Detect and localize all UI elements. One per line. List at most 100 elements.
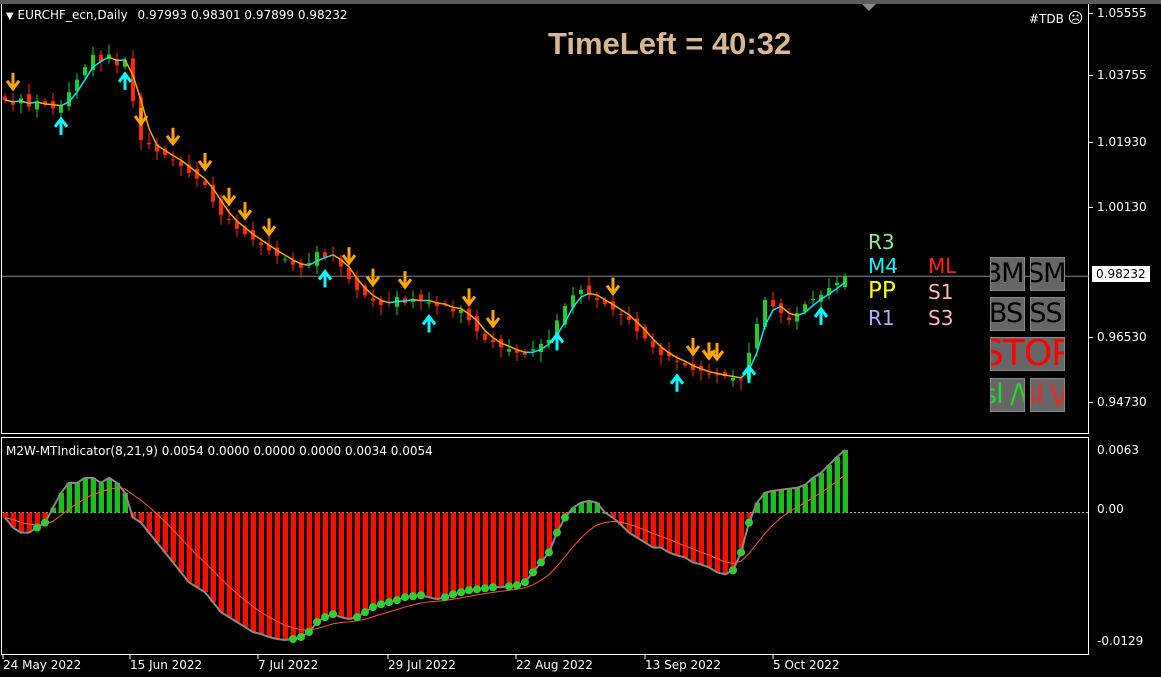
candle-body — [579, 289, 583, 294]
signal-dot — [561, 513, 569, 522]
sell-stop-button[interactable]: SS — [1030, 297, 1065, 331]
candle-body — [379, 300, 383, 305]
trend-line-segment — [164, 149, 174, 157]
candle-body — [571, 295, 575, 308]
histogram-bar — [746, 512, 752, 523]
price-tick: 1.00130 — [1097, 200, 1147, 214]
histogram-bar — [618, 512, 624, 525]
trend-line-segment — [340, 259, 350, 268]
trend-line-segment — [604, 299, 614, 306]
histogram-bar-edge — [74, 482, 75, 513]
histogram-bar — [706, 512, 712, 568]
date-tick: 15 Jun 2022 — [130, 658, 203, 672]
histogram-bar-edge — [298, 512, 299, 638]
histogram-bar-edge — [50, 507, 51, 513]
signal-dot — [465, 586, 473, 595]
trend-line-segment — [508, 345, 518, 351]
trend-line-segment — [124, 59, 134, 76]
date-tick: 7 Jul 2022 — [258, 658, 319, 672]
histogram-bar-edge — [378, 512, 379, 605]
signal-dot — [321, 613, 329, 622]
candle-body — [827, 288, 831, 295]
histogram-bar-edge — [282, 512, 283, 641]
sl-down-button[interactable]: sl \/ — [1030, 378, 1065, 412]
histogram-bar — [82, 477, 88, 513]
trend-line-segment — [708, 370, 718, 375]
histogram-bar-edge — [170, 512, 171, 563]
stop-button[interactable]: STOP — [990, 337, 1065, 371]
candle-body — [91, 54, 95, 70]
candle-body — [667, 352, 671, 357]
histogram-bar-edge — [474, 512, 475, 590]
histogram-bar — [482, 512, 488, 589]
indicator-panel[interactable] — [1, 437, 1089, 655]
trend-line-segment — [60, 101, 70, 107]
dropdown-triangle-icon[interactable]: ▼ — [6, 11, 14, 22]
signal-dot — [41, 518, 49, 527]
symbol-header[interactable]: ▼ EURCHF_ecn,Daily 0.97993 0.98301 0.978… — [6, 8, 347, 22]
histogram-outline — [4, 449, 846, 642]
histogram-bar-edge — [354, 512, 355, 618]
chart-shift-marker[interactable] — [862, 4, 876, 11]
histogram-bar — [834, 456, 840, 513]
sell-arrow-icon — [605, 277, 621, 297]
histogram-bar — [506, 512, 512, 587]
histogram-bar-edge — [498, 512, 499, 588]
trend-line-segment — [684, 360, 694, 367]
sell-arrow-icon — [685, 338, 701, 357]
histogram-bar-edge — [738, 512, 739, 553]
histogram-bar — [778, 489, 784, 513]
level-r3: R3 — [868, 230, 895, 254]
candle-body — [483, 334, 487, 340]
candle-body — [291, 260, 295, 265]
trend-line-segment — [836, 281, 846, 290]
signal-dot — [553, 528, 561, 537]
signal-dot — [513, 581, 521, 590]
candle-body — [691, 363, 695, 371]
main-chart-panel[interactable] — [1, 4, 1089, 434]
date-tick: 24 May 2022 — [3, 658, 82, 672]
candle-body — [523, 351, 527, 355]
candle-body — [99, 54, 103, 62]
candle-body — [267, 244, 271, 251]
candle-body — [259, 242, 263, 245]
histogram-bar-edge — [18, 512, 19, 533]
histogram-bar — [106, 477, 112, 513]
trend-line-segment — [220, 200, 230, 213]
histogram-bar — [362, 512, 368, 613]
sell-market-button[interactable]: SM — [1030, 257, 1065, 291]
candle-body — [171, 159, 175, 161]
trend-line-segment — [156, 144, 166, 151]
candle-body — [715, 374, 719, 376]
candle-body — [19, 98, 23, 104]
buy-stop-button[interactable]: BS — [990, 297, 1025, 331]
trend-line-segment — [12, 100, 22, 103]
histogram-bar-edge — [122, 492, 123, 513]
trend-line-segment — [652, 338, 662, 348]
buy-market-button[interactable]: BM — [990, 257, 1025, 291]
histogram-bar — [498, 512, 504, 588]
signal-dot — [745, 518, 753, 527]
histogram-bar — [474, 512, 480, 590]
candle-body — [531, 349, 535, 351]
histogram-bar-edge — [698, 512, 699, 565]
trend-line-segment — [372, 294, 382, 301]
trend-line-segment — [772, 305, 782, 311]
trend-line-segment — [316, 256, 326, 262]
candle-body — [587, 285, 591, 296]
indicator-tick: 0.0063 — [1097, 443, 1139, 457]
signal-dot — [489, 583, 497, 592]
candle-body — [123, 59, 127, 67]
candle-body — [731, 377, 735, 381]
trend-line-segment — [804, 304, 814, 314]
candle-body — [283, 259, 287, 261]
histogram-bar-edge — [770, 490, 771, 513]
trend-line-segment — [332, 254, 342, 261]
histogram-bar-edge — [274, 512, 275, 640]
trend-line-segment — [244, 227, 254, 235]
histogram-bar — [690, 512, 696, 563]
histogram-bar-edge — [218, 512, 219, 613]
price-tick: 1.05555 — [1097, 6, 1147, 20]
sl-up-button[interactable]: sl /\ — [990, 378, 1025, 412]
trend-line-segment — [596, 294, 606, 301]
